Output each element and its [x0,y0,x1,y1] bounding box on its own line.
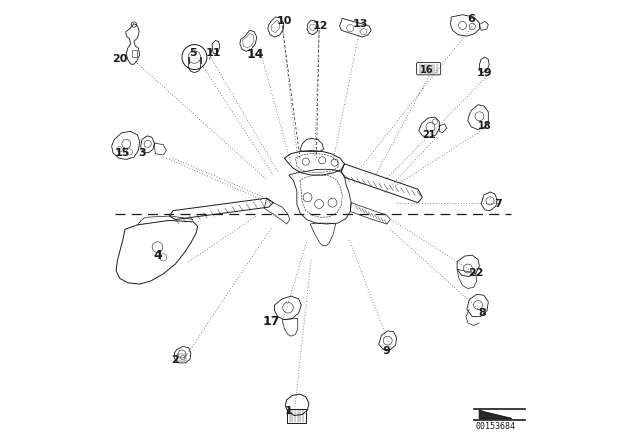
Text: 11: 11 [205,47,221,58]
Text: 19: 19 [477,68,493,78]
Text: 17: 17 [262,315,280,328]
Text: 7: 7 [494,199,502,209]
Text: 12: 12 [312,21,328,31]
Text: 21: 21 [422,130,436,140]
Text: 00153684: 00153684 [476,422,516,431]
Bar [132,50,136,57]
Text: 6: 6 [467,14,476,24]
Text: 14: 14 [246,48,264,61]
Text: 13: 13 [353,19,368,29]
Polygon shape [479,410,511,418]
Text: 5: 5 [189,47,197,58]
Text: 16: 16 [420,65,434,75]
Text: 2: 2 [172,355,179,365]
Text: 9: 9 [383,346,391,356]
Text: 1: 1 [285,406,292,416]
Text: 22: 22 [468,268,484,278]
Text: 10: 10 [276,17,292,26]
Text: 4: 4 [153,249,162,262]
Text: 18: 18 [478,121,492,131]
Text: 20: 20 [112,54,127,64]
Text: 8: 8 [479,308,486,318]
Text: 15: 15 [114,148,129,158]
Text: 3: 3 [138,148,146,158]
